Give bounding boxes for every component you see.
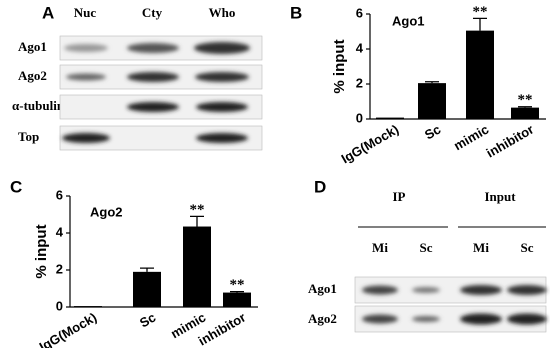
x-tick-label: inhibitor: [484, 122, 537, 161]
significance: **: [230, 277, 245, 293]
bar: [133, 271, 161, 307]
lane-label: Sc: [521, 240, 534, 255]
row-label: α-tubulin: [12, 98, 65, 113]
bar: [418, 83, 446, 119]
band: [127, 72, 179, 82]
group-label: Input: [484, 189, 516, 204]
band: [127, 43, 179, 53]
group-label: IP: [393, 189, 406, 204]
chart-title: Ago2: [90, 204, 123, 219]
lane-label: Sc: [420, 240, 433, 255]
x-tick-label: IgG(Mock): [37, 310, 100, 348]
band: [196, 133, 248, 143]
bar: [466, 30, 494, 119]
row-label: Ago2: [18, 68, 47, 83]
blot-d: IP Input Mi Sc Mi Sc Ago1 Ago2: [308, 189, 547, 333]
bar: [511, 107, 539, 119]
lane-label: Cty: [142, 5, 163, 20]
error-bar: [425, 81, 439, 84]
significance: **: [518, 92, 533, 108]
band: [196, 102, 248, 112]
y-tick-label: 2: [356, 75, 363, 90]
row-label: Ago2: [308, 311, 337, 326]
band: [66, 73, 106, 81]
error-bar: [518, 106, 532, 108]
y-tick-label: 6: [356, 5, 363, 20]
band: [507, 313, 547, 325]
lane-label: Who: [209, 5, 236, 20]
y-tick-label: 4: [56, 224, 64, 239]
band: [412, 287, 440, 293]
x-tick-label: Sc: [137, 310, 158, 331]
band: [127, 102, 179, 112]
bar: [223, 292, 251, 307]
bar: [183, 226, 211, 307]
error-bar: [190, 215, 204, 227]
band: [64, 44, 108, 52]
row-label: Ago1: [18, 39, 47, 54]
bar: [376, 117, 404, 119]
error-bar: [230, 290, 244, 293]
lane-label: Nuc: [74, 5, 97, 20]
panel-letter: B: [290, 3, 302, 22]
band: [194, 42, 250, 54]
panel-letter: D: [314, 177, 326, 196]
lane-label: Mi: [372, 240, 388, 255]
y-tick-label: 0: [356, 110, 363, 125]
y-tick-label: 2: [56, 261, 63, 276]
y-tick-label: 6: [56, 187, 63, 202]
band: [460, 285, 502, 295]
bar: [74, 306, 102, 307]
panel-letter: C: [10, 177, 22, 196]
band: [507, 285, 547, 295]
band: [195, 72, 249, 82]
error-bar: [473, 17, 487, 31]
y-tick-label: 4: [356, 40, 364, 55]
blot-a: Nuc Cty Who Ago1 Ago2 α-tubulin Top: [12, 5, 263, 151]
band: [362, 285, 398, 295]
lane-label: Mi: [473, 240, 489, 255]
row-label: Ago1: [308, 281, 337, 296]
error-bar: [140, 267, 154, 272]
y-axis-label: % input: [33, 224, 50, 278]
significance: **: [190, 202, 205, 218]
band: [62, 133, 110, 143]
x-tick-label: Sc: [422, 122, 443, 143]
band: [460, 313, 502, 325]
panel-letter: A: [42, 3, 54, 22]
chart-title: Ago1: [392, 13, 425, 28]
band: [412, 316, 440, 322]
significance: **: [473, 4, 488, 20]
band: [362, 314, 398, 324]
y-tick-label: 0: [56, 298, 63, 313]
row-label: Top: [18, 129, 39, 144]
x-tick-label: IgG(Mock): [339, 122, 402, 167]
y-axis-label: % input: [331, 39, 348, 93]
